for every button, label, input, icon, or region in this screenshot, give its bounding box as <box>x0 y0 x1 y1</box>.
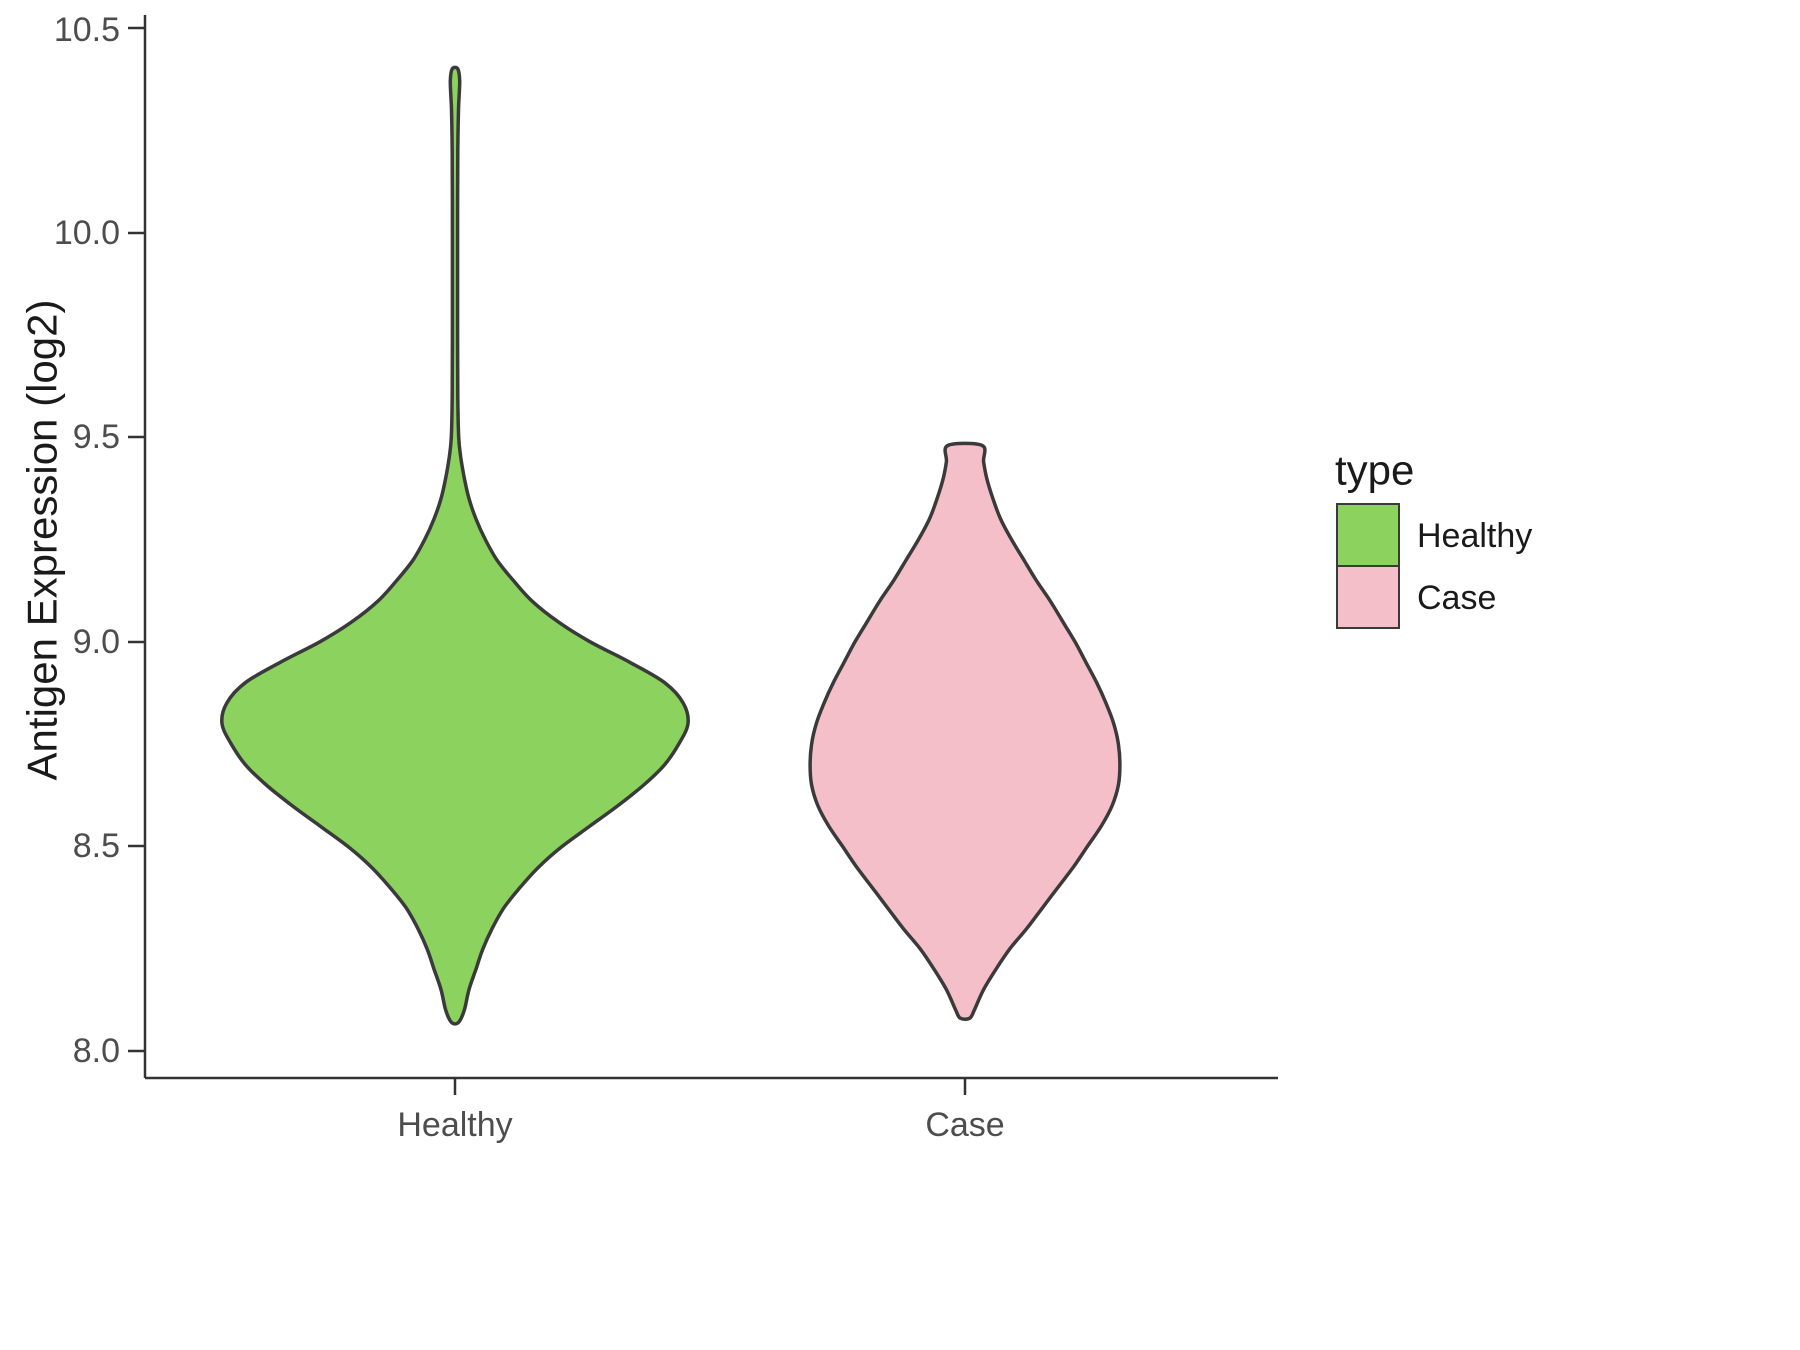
legend-swatch-case <box>1336 565 1400 629</box>
y-tick-label-8.5: 8.5 <box>73 827 120 865</box>
x-tick-label-healthy: Healthy <box>397 1106 512 1144</box>
y-tick-label-8.0: 8.0 <box>73 1032 120 1070</box>
violin-healthy <box>220 65 690 1026</box>
axis-layer: 8.0 8.5 9.0 9.5 10.0 10.5 Healthy Case A… <box>19 11 1278 1144</box>
y-tick-label-9.5: 9.5 <box>73 418 120 456</box>
violin-layer <box>220 65 1122 1026</box>
y-axis-title: Antigen Expression (log2) <box>19 300 66 781</box>
legend-label-case: Case <box>1417 579 1496 617</box>
legend-title: type <box>1335 447 1414 494</box>
y-tick-label-10.5: 10.5 <box>54 11 120 49</box>
legend-swatch-healthy <box>1336 503 1400 567</box>
y-tick-label-9.0: 9.0 <box>73 623 120 661</box>
x-tick-label-case: Case <box>925 1106 1004 1144</box>
legend: type Healthy Case <box>1335 447 1532 629</box>
violin-case <box>808 441 1122 1022</box>
legend-label-healthy: Healthy <box>1417 517 1532 555</box>
y-tick-label-10.0: 10.0 <box>54 214 120 252</box>
